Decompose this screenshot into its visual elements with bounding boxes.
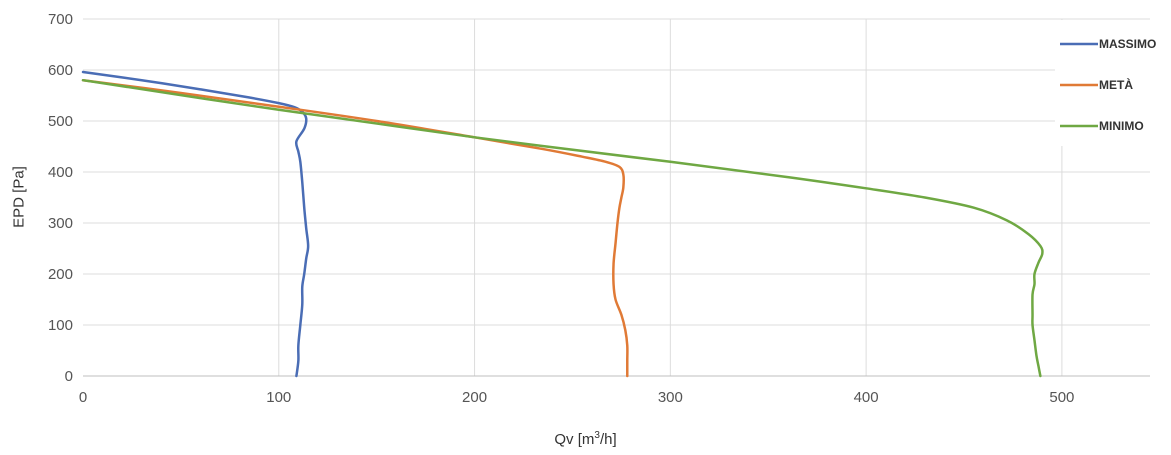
y-axis-title: EPD [Pa] [10, 166, 28, 228]
y-tick-label: 600 [48, 62, 73, 79]
x-tick-label: 400 [854, 389, 879, 406]
series-line-0 [81, 70, 310, 378]
x-axis-title: Qv [m3/h] [554, 430, 617, 448]
series-line-1 [81, 78, 629, 378]
x-tick-label: 200 [462, 389, 487, 406]
y-tick-labels: 0 100 200 300 400 500 600 700 [48, 11, 73, 385]
y-tick-label: 700 [48, 11, 73, 28]
x-tick-label: 0 [79, 389, 87, 406]
series-line-2 [81, 78, 1044, 378]
x-tick-label: 500 [1049, 389, 1074, 406]
legend-label-0: MASSIMO [1099, 37, 1156, 51]
legend-label-2: MINIMO [1099, 119, 1144, 133]
y-tick-label: 100 [48, 317, 73, 334]
x-tick-label: 300 [658, 389, 683, 406]
x-tick-label: 100 [266, 389, 291, 406]
y-tick-label: 0 [65, 368, 73, 385]
y-tick-label: 400 [48, 164, 73, 181]
y-tick-label: 300 [48, 215, 73, 232]
x-tick-labels: 0 100 200 300 400 500 [79, 389, 1075, 406]
series-lines [81, 70, 1044, 378]
grid-lines [83, 18, 1150, 376]
legend-label-1: METÀ [1099, 77, 1133, 92]
y-tick-label: 500 [48, 113, 73, 130]
legend: MASSIMO METÀ MINIMO [1055, 20, 1170, 146]
y-tick-label: 200 [48, 266, 73, 283]
